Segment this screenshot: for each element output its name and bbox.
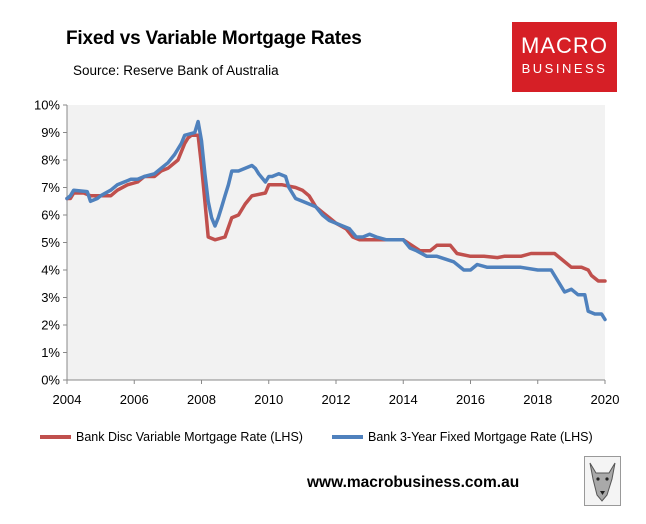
x-tick-label: 2016 bbox=[456, 392, 485, 407]
macrobusiness-logo: MACRO BUSINESS bbox=[512, 22, 617, 92]
y-tick-label: 9% bbox=[41, 125, 60, 140]
y-tick-label: 2% bbox=[41, 318, 60, 333]
fixed-rate-line bbox=[65, 119, 607, 322]
legend-variable-label: Bank Disc Variable Mortgage Rate (LHS) bbox=[76, 430, 303, 444]
x-tick-label: 2020 bbox=[591, 392, 620, 407]
y-tick-label: 8% bbox=[41, 153, 60, 168]
axes: 0% 1% 2% 3% 4% 5% 6% 7% 8% 9% 10% 2004 2006 2008 2010 2… bbox=[34, 98, 619, 408]
y-tick-label: 0% bbox=[41, 373, 60, 388]
y-tick-label: 6% bbox=[41, 208, 60, 223]
x-tick-label: 2008 bbox=[187, 392, 216, 407]
x-tick-label: 2018 bbox=[523, 392, 552, 407]
logo-line1: MACRO bbox=[521, 33, 608, 58]
x-tick-label: 2006 bbox=[120, 392, 149, 407]
y-tick-label: 1% bbox=[41, 345, 60, 360]
x-tick-label: 2012 bbox=[322, 392, 351, 407]
x-tick-label: 2010 bbox=[254, 392, 283, 407]
plot-area bbox=[67, 105, 605, 380]
website-url: www.macrobusiness.com.au bbox=[307, 474, 520, 491]
legend-fixed-swatch bbox=[332, 435, 363, 439]
x-tick-label: 2004 bbox=[53, 392, 82, 407]
wolf-mascot-icon bbox=[584, 456, 621, 506]
legend-variable: Bank Disc Variable Mortgage Rate (LHS) bbox=[40, 430, 303, 444]
legend-fixed-label: Bank 3-Year Fixed Mortgage Rate (LHS) bbox=[368, 430, 593, 444]
legend-variable-swatch bbox=[40, 435, 71, 439]
y-tick-label: 7% bbox=[41, 180, 60, 195]
y-tick-label: 10% bbox=[34, 98, 60, 113]
chart-title: Fixed vs Variable Mortgage Rates bbox=[66, 28, 362, 49]
logo-line2: BUSINESS bbox=[521, 61, 608, 76]
y-tick-label: 5% bbox=[41, 235, 60, 250]
x-tick-label: 2014 bbox=[389, 392, 418, 407]
y-tick-label: 3% bbox=[41, 290, 60, 305]
legend-fixed: Bank 3-Year Fixed Mortgage Rate (LHS) bbox=[332, 430, 593, 444]
chart-source: Source: Reserve Bank of Australia bbox=[73, 63, 279, 78]
series-lines bbox=[65, 119, 607, 322]
y-tick-label: 4% bbox=[41, 263, 60, 278]
